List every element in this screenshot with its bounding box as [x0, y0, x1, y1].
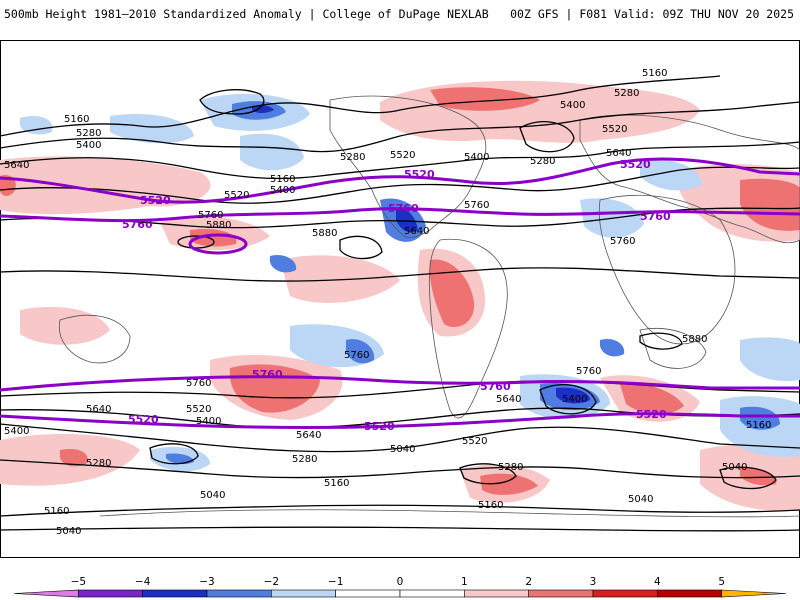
contour-label: 5520: [186, 404, 211, 415]
colorbar-tick-label: −3: [199, 576, 214, 588]
colorbar-tick-label: 4: [654, 576, 661, 588]
contour-label: 5760: [344, 350, 369, 361]
contour-label: 5160: [642, 68, 667, 79]
contour-label: 5160: [324, 478, 349, 489]
contour-label: 5280: [498, 462, 523, 473]
contour-label: 5880: [312, 228, 337, 239]
contour-label: 5040: [722, 462, 747, 473]
contour-label: 5160: [746, 420, 771, 431]
contour-label: 5880: [682, 334, 707, 345]
contour-label: 5640: [296, 430, 321, 441]
colorbar-segment: [399, 589, 465, 598]
contour-label: 5160: [44, 506, 69, 517]
contour-label: 5640: [86, 404, 111, 415]
contour-label-highlight: 5760: [122, 218, 153, 231]
colorbar-segment: [592, 589, 658, 598]
contour-label: 5400: [560, 100, 585, 111]
contour-label: 5760: [186, 378, 211, 389]
contour-label-highlight: 5760: [388, 202, 419, 215]
colorbar-segment: [528, 589, 594, 598]
colorbar-segment: [464, 589, 529, 598]
colorbar-tick-label: 3: [590, 576, 597, 588]
contour-label: 5400: [464, 152, 489, 163]
contour-label: 5640: [496, 394, 521, 405]
positive-anomaly-fill: [0, 80, 800, 511]
contour-label: 5160: [64, 114, 89, 125]
run-valid-time: 00Z GFS | F081 Valid: 09Z THU NOV 20 202…: [510, 7, 794, 21]
contour-label: 5160: [270, 174, 295, 185]
contour-label: 5760: [464, 200, 489, 211]
contour-label-highlight: 5520: [636, 408, 667, 421]
contour-label: 5280: [340, 152, 365, 163]
contour-label: 5520: [602, 124, 627, 135]
contour-label: 5280: [292, 454, 317, 465]
contour-label: 5400: [4, 426, 29, 437]
contour-label: 5520: [224, 190, 249, 201]
contour-label-highlight: 5520: [404, 168, 435, 181]
contour-label: 5280: [530, 156, 555, 167]
contour-labels-purple: 5520 5520 5520 5760 5760 5760 5760 5760 …: [122, 158, 671, 433]
contour-label: 5400: [270, 185, 295, 196]
contour-label: 5640: [404, 226, 429, 237]
contour-label: 5880: [206, 220, 231, 231]
colorbar-tick-label: 2: [525, 576, 532, 588]
colorbar-segment: [142, 589, 208, 598]
contour-label: 5760: [610, 236, 635, 247]
colorbar-tick-label: 1: [461, 576, 468, 588]
contour-label: 5760: [198, 210, 223, 221]
contour-label: 5400: [196, 416, 221, 427]
colorbar-segment: [206, 589, 272, 598]
contour-label: 5160: [478, 500, 503, 511]
colorbar-tick-label: 5: [718, 576, 725, 588]
negative-anomaly-fill: [20, 93, 800, 472]
contour-label-highlight: 5760: [640, 210, 671, 223]
contour-label-highlight: 5520: [140, 194, 171, 207]
contour-label: 5640: [606, 148, 631, 159]
contour-label: 5400: [562, 394, 587, 405]
contour-label-highlight: 5760: [480, 380, 511, 393]
colorbar-segment: [13, 589, 79, 598]
contour-label: 5760: [576, 366, 601, 377]
contour-label: 5280: [86, 458, 111, 469]
contour-label: 5520: [390, 150, 415, 161]
header-bar: 500mb Height 1981–2010 Standardized Anom…: [0, 0, 800, 40]
colorbar-segment: [78, 589, 143, 598]
contour-label: 5520: [462, 436, 487, 447]
colorbar-tick-label: 0: [397, 576, 404, 588]
contour-label: 5640: [4, 160, 29, 171]
colorbar-tick-label: −1: [328, 576, 343, 588]
contour-label: 5280: [76, 128, 101, 139]
contour-label: 5040: [200, 490, 225, 501]
colorbar-segment: [721, 589, 787, 598]
contour-label-highlight: 5520: [128, 413, 159, 426]
contour-label: 5280: [614, 88, 639, 99]
contour-label: 5040: [628, 494, 653, 505]
map-title: 500mb Height 1981–2010 Standardized Anom…: [4, 7, 489, 21]
colorbar-tick-label: −5: [71, 576, 86, 588]
contour-label: 5040: [56, 526, 81, 537]
colorbar-tick-label: −2: [264, 576, 279, 588]
colorbar-segment: [335, 589, 401, 598]
continent-outlines: [58, 95, 800, 518]
contour-label-highlight: 5520: [620, 158, 651, 171]
contour-label-highlight: 5760: [252, 368, 283, 381]
highlight-contours: [0, 157, 800, 429]
contour-label-highlight: 5520: [364, 420, 395, 433]
contour-labels-black: 5160 5280 5400 5640 5160 5400 5280 5520 …: [4, 68, 771, 537]
contour-label: 5400: [76, 140, 101, 151]
colorbar-segment: [271, 589, 336, 598]
anomaly-map: 5160 5280 5400 5640 5160 5400 5280 5520 …: [0, 40, 800, 558]
colorbar-tick-label: −4: [135, 576, 151, 588]
colorbar: −5 −4 −3 −2 −1 0 1 2 3 4 5: [13, 576, 787, 598]
contour-label: 5040: [390, 444, 415, 455]
colorbar-segment: [657, 589, 722, 598]
